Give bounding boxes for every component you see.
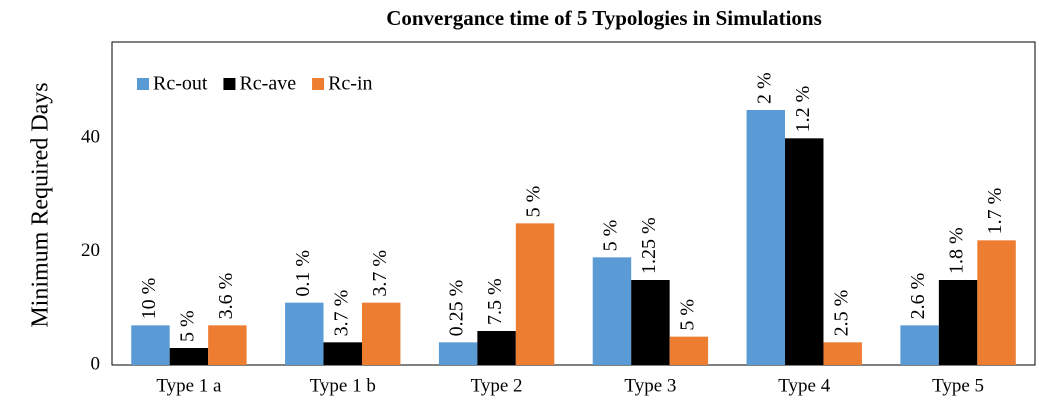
bar-label: 1.25 % <box>638 217 660 274</box>
legend-label: Rc-ave <box>239 73 296 95</box>
bar-label: 1.8 % <box>946 227 968 274</box>
bar <box>785 138 824 365</box>
bar <box>669 336 709 365</box>
bar-label: 10 % <box>138 278 160 320</box>
bar <box>438 342 478 365</box>
bar-label: 7.5 % <box>484 278 506 325</box>
bar <box>823 342 862 365</box>
chart-title: Convergance time of 5 Typologies in Simu… <box>386 6 822 30</box>
bar <box>977 240 1016 365</box>
x-tick-label: Type 1 b <box>310 375 376 396</box>
x-tick-label: Type 4 <box>778 375 830 396</box>
bar <box>477 331 516 365</box>
bar <box>361 302 401 365</box>
y-tick-label: 0 <box>91 353 101 374</box>
bar-label: 3.6 % <box>215 273 237 320</box>
x-tick-label: Type 2 <box>471 375 523 396</box>
bar-label: 1.2 % <box>792 86 814 133</box>
legend-swatch <box>137 78 149 90</box>
bar <box>515 223 555 365</box>
bar-label: 2.5 % <box>830 290 852 337</box>
bar-label: 5 % <box>523 186 545 218</box>
y-axis-label: Minimum Required Days <box>28 82 54 327</box>
bar-label: 1.7 % <box>984 188 1006 235</box>
bar <box>169 348 209 365</box>
bar-label: 5 % <box>600 220 622 252</box>
legend-swatch <box>223 78 236 90</box>
x-tick-label: Type 5 <box>932 375 984 396</box>
bar-label: 5 % <box>676 299 698 331</box>
bar <box>323 342 362 365</box>
bar-label: 0.1 % <box>292 250 314 297</box>
y-tick-label: 40 <box>81 127 100 148</box>
bar <box>900 325 939 365</box>
bar-label: 2 % <box>753 72 775 104</box>
y-tick-label: 20 <box>81 240 100 261</box>
x-tick-label: Type 1 a <box>156 375 222 396</box>
bar <box>938 280 978 365</box>
bar <box>592 257 632 365</box>
x-tick-label: Type 3 <box>624 375 676 396</box>
bar-label: 3.7 % <box>330 290 352 337</box>
bar <box>746 110 786 365</box>
bar <box>208 325 247 365</box>
legend-swatch <box>312 78 325 90</box>
bar <box>285 302 324 365</box>
bar-label: 3.7 % <box>369 250 391 297</box>
bar-label: 5 % <box>177 310 199 342</box>
legend-label: Rc-out <box>153 73 208 95</box>
legend-label: Rc-in <box>328 73 372 95</box>
bar-label: 0.25 % <box>446 280 468 337</box>
bar <box>631 280 670 365</box>
plot-frame <box>111 41 1036 366</box>
bar-label: 2.6 % <box>907 273 929 320</box>
bar <box>131 325 170 365</box>
